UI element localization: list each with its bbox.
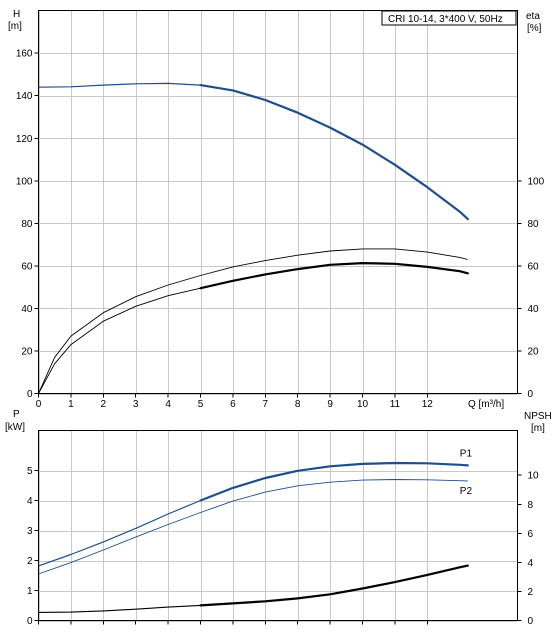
x-tick-label: 7 (263, 399, 269, 410)
x-tick-label: 3 (133, 399, 139, 410)
y-left-tick-label: 100 (16, 176, 33, 187)
series-label-p2: P2 (460, 486, 473, 497)
y-right-tick-label: 100 (528, 176, 545, 187)
chart-title: CRI 10-14, 3*400 V, 50Hz (388, 14, 503, 25)
y-right-tick-label: 0 (528, 616, 534, 627)
title-box (381, 10, 517, 26)
series-line-npsh (38, 565, 468, 613)
bottom-plot-frame (38, 430, 518, 621)
x-axis-label: Q [m³/h] (468, 399, 504, 410)
y-left-tick-label: 20 (21, 346, 33, 357)
y-left-unit-bottom: [kW] (5, 422, 25, 433)
top-grid (38, 10, 518, 395)
series-duty-range-eta (199, 262, 469, 290)
y-right-unit-bottom: [m] (531, 423, 545, 434)
y-right-tick-label: 4 (528, 558, 534, 569)
series-line-head (38, 82, 469, 220)
x-tick-label: 1 (68, 399, 74, 410)
y-right-tick-label: 8 (528, 500, 534, 511)
bottom-axis-ticks: 0 1 2 3 4 5 0 2 4 6 8 10 (27, 466, 539, 627)
y-right-label-top: eta (526, 11, 540, 22)
x-tick-label: 2 (101, 399, 107, 410)
y-right-label-bottom: NPSH (524, 411, 552, 422)
y-left-tick-label: 1 (27, 586, 33, 597)
x-tick-label: 9 (327, 399, 333, 410)
series-label-p1: P1 (460, 448, 473, 459)
y-left-tick-label: 0 (27, 389, 33, 400)
x-tick-label: 11 (390, 399, 401, 410)
y-left-label-top: H (13, 9, 20, 20)
x-tick-label: 12 (422, 399, 434, 410)
y-right-tick-label: 0 (528, 389, 534, 400)
head-efficiency-chart: 0 1 2 3 4 5 6 7 8 9 10 11 12020406080100120140160020… (8, 9, 545, 410)
bottom-grid (38, 430, 518, 622)
y-left-tick-label: 0 (27, 616, 33, 627)
y-left-tick-label: 160 (16, 49, 33, 60)
y-left-tick-label: 5 (27, 466, 33, 477)
y-left-label-bottom: P (13, 409, 20, 420)
y-left-tick-label: 40 (21, 304, 33, 315)
y-left-tick-label: 2 (27, 556, 33, 567)
y-right-tick-label: 2 (528, 587, 534, 598)
series-duty-range-npsh (199, 564, 469, 607)
x-tick-label: 0 (36, 399, 42, 410)
y-left-tick-label: 80 (21, 219, 33, 230)
series-line-power (38, 479, 468, 575)
y-left-tick-label: 60 (21, 261, 33, 272)
y-right-tick-label: 20 (528, 346, 540, 357)
x-tick-label: 10 (357, 399, 369, 410)
top-plot-frame (38, 10, 518, 394)
power-npsh-chart: 0 1 2 3 4 5 0 2 4 6 8 10 P1 P2 P [kW] NPSH [m] (5, 409, 552, 627)
y-right-tick-label: 60 (528, 261, 540, 272)
y-left-unit-top: [m] (8, 21, 22, 32)
y-left-tick-label: 140 (16, 91, 33, 102)
y-right-tick-label: 10 (528, 471, 540, 482)
series-duty-range-head (199, 84, 469, 221)
y-right-tick-label: 6 (528, 529, 534, 540)
series-line-eta (38, 262, 468, 394)
series-line-eta (38, 248, 468, 394)
x-tick-label: 8 (295, 399, 301, 410)
x-tick-label: 5 (198, 399, 204, 410)
y-left-tick-label: 120 (16, 134, 33, 145)
series-duty-range-power (199, 461, 469, 502)
y-right-unit-top: [%] (527, 23, 542, 34)
y-right-tick-label: 40 (528, 304, 540, 315)
y-left-tick-label: 4 (27, 496, 33, 507)
top-axis-ticks: 0 1 2 3 4 5 6 7 8 9 10 11 12020406080100120140160020… (16, 49, 545, 410)
x-tick-label: 4 (165, 399, 171, 410)
x-tick-label: 6 (230, 399, 236, 410)
y-right-tick-label: 80 (528, 219, 540, 230)
top-series (38, 82, 469, 394)
y-left-tick-label: 3 (27, 526, 33, 537)
bottom-series: P1 P2 (38, 448, 473, 613)
